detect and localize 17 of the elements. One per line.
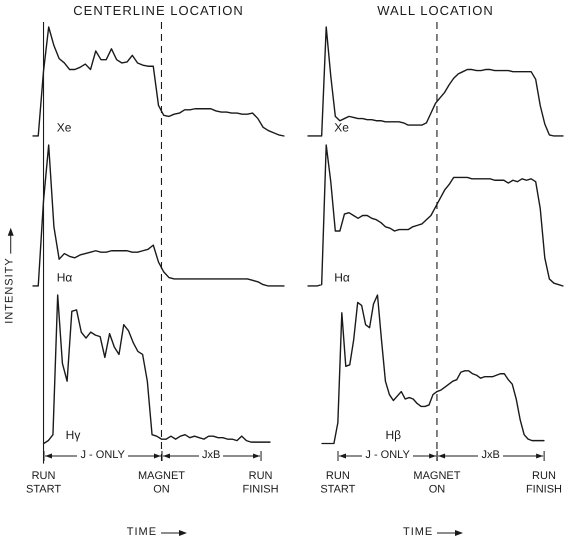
series-label: Hγ — [66, 428, 80, 442]
x-tick-label: RUN START — [26, 470, 62, 496]
chart-title: WALL LOCATION — [376, 2, 495, 20]
series-label: Hα — [56, 270, 72, 284]
x-tick-label: MAGNET ON — [138, 470, 186, 496]
x-tick-label: RUN FINISH — [242, 470, 279, 496]
chart-title: CENTERLINE LOCATION — [72, 2, 245, 20]
x-axis-title: TIME — [126, 526, 158, 539]
series-label: Xe — [334, 120, 350, 134]
x-tick-label: RUN FINISH — [526, 470, 562, 496]
x-tick-label: RUN START — [320, 470, 356, 496]
x-tick-label: MAGNET ON — [413, 470, 461, 496]
x-axis-title: TIME — [402, 526, 434, 539]
y-axis-title: INTENSITY — [4, 256, 17, 324]
text: Hβ — [385, 428, 402, 442]
series-label: Hα — [334, 270, 350, 284]
series-label: Xe — [56, 120, 72, 134]
